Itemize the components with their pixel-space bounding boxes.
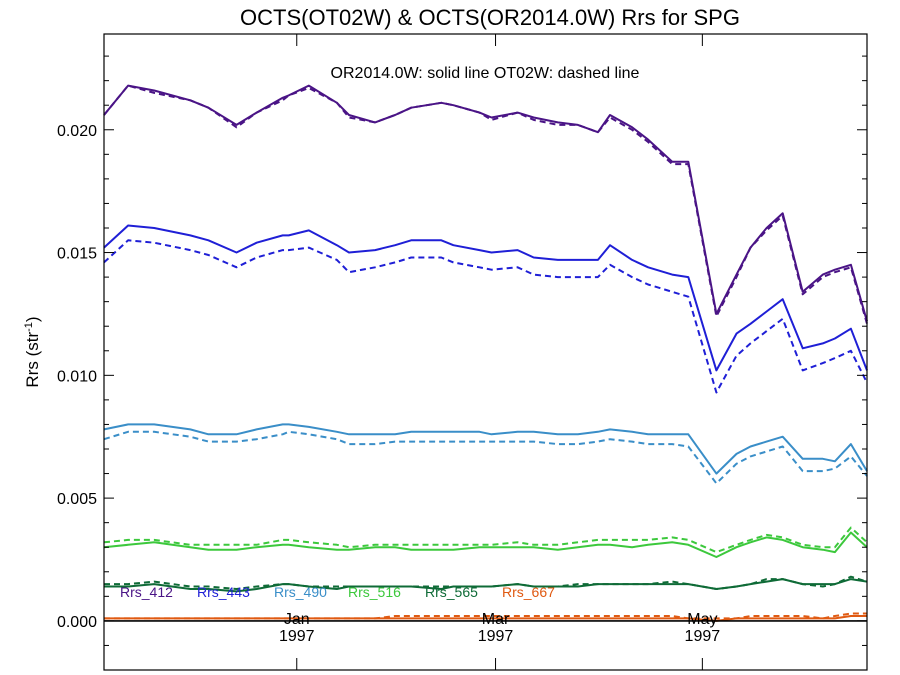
legend: Rrs_412 Rrs_443 Rrs_490 Rrs_516 Rrs_565 Rrs_6… [120,584,555,600]
axes-layer: 0.0000.0050.0100.0150.020Jan1997Mar1997M… [57,34,867,671]
rrs-412-dashed-line [103,84,868,325]
x-tick-label-month: Mar [482,611,510,628]
rrs-490-dashed-line [103,430,868,485]
x-tick-label-year: 1997 [478,628,514,645]
rrs-565-dashed-line [104,575,868,590]
legend-rrs-565: Rrs_565 [425,584,478,600]
x-tick-label-year: 1997 [279,628,315,645]
y-axis-label: Rrs (str-1) [23,316,42,387]
rrs-443-solid-line [103,224,868,372]
rrs-516-solid-line [103,531,868,558]
y-axis-label-superscript: -1 [23,322,35,332]
rrs-490-solid-line [103,423,868,475]
rrs-667-dashed-line [104,612,867,620]
rrs-443-dashed-line [103,239,868,394]
legend-rrs-490: Rrs_490 [274,584,327,600]
legend-rrs-667: Rrs_667 [502,584,555,600]
series-layer [103,84,868,622]
rrs-516-dashed-line [103,526,868,554]
y-tick-label: 0.000 [57,614,97,631]
x-tick-label-month: Jan [284,611,310,628]
legend-rrs-516: Rrs_516 [348,584,401,600]
chart-title: OCTS(OT02W) & OCTS(OR2014.0W) Rrs for SP… [240,5,740,30]
y-tick-label: 0.005 [57,491,97,508]
y-axis-label-text: Rrs (str [23,332,42,388]
x-tick-label-year: 1997 [685,628,721,645]
legend-rrs-443: Rrs_443 [197,584,250,600]
plot-frame [103,33,868,671]
line-style-annotation: OR2014.0W: solid line OT02W: dashed line [331,65,640,82]
y-tick-label: 0.015 [57,246,97,263]
y-tick-label: 0.020 [57,123,97,140]
y-axis-label-close: ) [23,316,42,322]
legend-rrs-412: Rrs_412 [120,584,173,600]
x-tick-label-month: May [687,611,717,628]
y-tick-label: 0.010 [57,368,97,385]
